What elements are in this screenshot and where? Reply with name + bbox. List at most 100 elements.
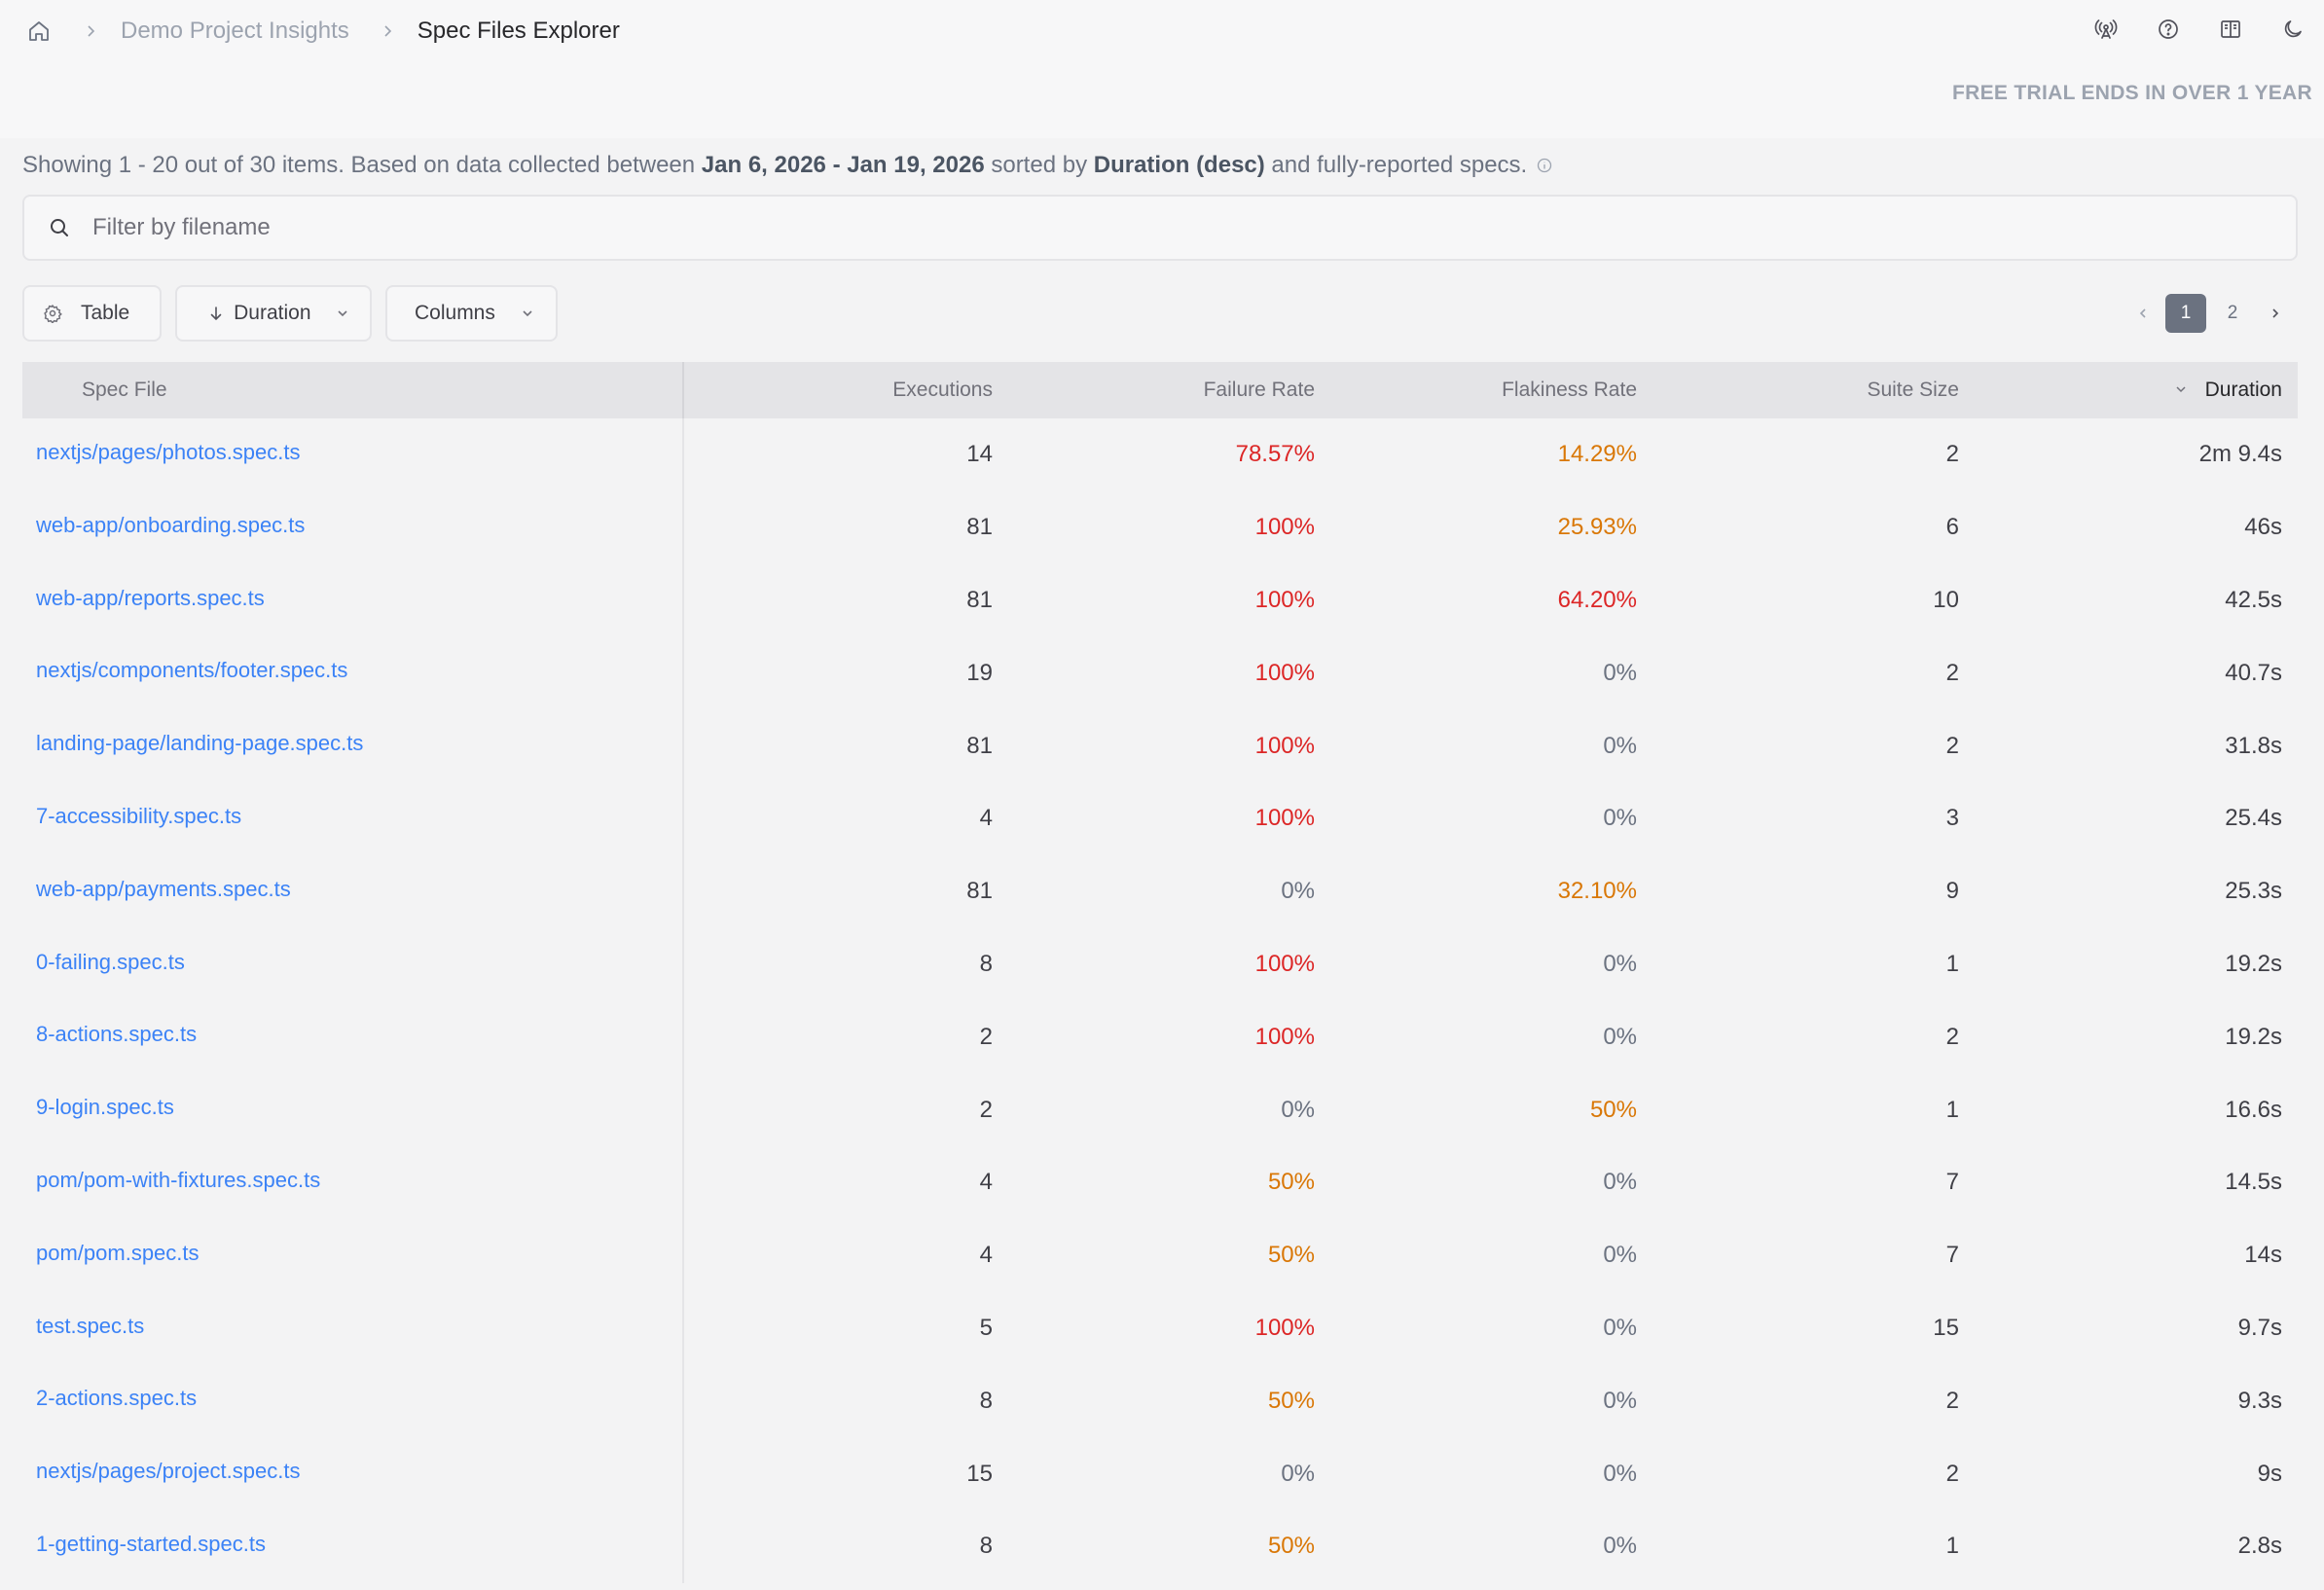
- previous-page-icon[interactable]: [2124, 294, 2162, 333]
- suite-size-cell: 6: [1945, 514, 1959, 541]
- search-input[interactable]: [92, 214, 2233, 241]
- free-trial-banner: FREE TRIAL ENDS IN OVER 1 YEAR: [1952, 82, 2312, 104]
- breadcrumb: Demo Project Insights Spec Files Explore…: [23, 18, 620, 45]
- table-row[interactable]: nextjs/pages/photos.spec.ts 14 78.57% 14.29…: [22, 418, 2298, 491]
- table-row[interactable]: pom/pom-with-fixtures.spec.ts 4 50% 0% 7 14.5…: [22, 1145, 2298, 1219]
- failure-rate-cell: 100%: [1254, 732, 1315, 759]
- table-body: nextjs/pages/photos.spec.ts 14 78.57% 14.29…: [22, 418, 2298, 1583]
- duration-cell: 25.3s: [2225, 878, 2282, 905]
- header-flakiness-rate[interactable]: Flakiness Rate: [1502, 379, 1637, 401]
- failure-rate-cell: 50%: [1267, 1242, 1315, 1269]
- suite-size-cell: 2: [1945, 441, 1959, 468]
- failure-rate-cell: 0%: [1281, 1460, 1315, 1487]
- top-actions: [2092, 16, 2306, 43]
- help-circle-icon[interactable]: [2155, 16, 2182, 43]
- spec-file-link[interactable]: 2-actions.spec.ts: [22, 1364, 684, 1438]
- flakiness-rate-cell: 0%: [1603, 659, 1637, 686]
- suite-size-cell: 2: [1945, 732, 1959, 759]
- failure-rate-cell: 100%: [1254, 950, 1315, 977]
- spec-file-link[interactable]: nextjs/pages/photos.spec.ts: [22, 418, 684, 491]
- summary-middle: sorted by: [991, 152, 1088, 178]
- suite-size-cell: 1: [1945, 1096, 1959, 1123]
- spec-file-link[interactable]: web-app/onboarding.spec.ts: [22, 490, 684, 564]
- spec-file-link[interactable]: nextjs/components/footer.spec.ts: [22, 636, 684, 710]
- header-spec-file[interactable]: Spec File: [22, 362, 684, 418]
- table-row[interactable]: web-app/onboarding.spec.ts 81 100% 25.93% 6 4…: [22, 490, 2298, 564]
- spec-file-link[interactable]: web-app/payments.spec.ts: [22, 854, 684, 928]
- duration-cell: 14s: [2244, 1242, 2282, 1269]
- spec-file-link[interactable]: pom/pom-with-fixtures.spec.ts: [22, 1145, 684, 1219]
- sort-desc-icon: [2174, 382, 2190, 398]
- suite-size-cell: 7: [1945, 1242, 1959, 1269]
- spec-file-link[interactable]: 1-getting-started.spec.ts: [22, 1509, 684, 1583]
- failure-rate-cell: 78.57%: [1235, 441, 1315, 468]
- spec-file-link[interactable]: 8-actions.spec.ts: [22, 1000, 684, 1074]
- table-row[interactable]: 1-getting-started.spec.ts 8 50% 0% 1 2.8s: [22, 1509, 2298, 1583]
- header-suite-size[interactable]: Suite Size: [1867, 379, 1959, 401]
- duration-cell: 46s: [2244, 514, 2282, 541]
- moon-icon[interactable]: [2279, 16, 2306, 43]
- info-icon[interactable]: [1537, 158, 1552, 173]
- table-header: Spec File Executions Failure Rate Flakin…: [22, 362, 2298, 418]
- spec-file-link[interactable]: landing-page/landing-page.spec.ts: [22, 709, 684, 782]
- spec-file-link[interactable]: 0-failing.spec.ts: [22, 927, 684, 1001]
- table-row[interactable]: 0-failing.spec.ts 8 100% 0% 1 19.2s: [22, 927, 2298, 1001]
- flakiness-rate-cell: 0%: [1603, 1242, 1637, 1269]
- failure-rate-cell: 50%: [1267, 1169, 1315, 1196]
- chevron-right-icon: [80, 20, 101, 42]
- executions-cell: 81: [966, 878, 993, 905]
- table-row[interactable]: pom/pom.spec.ts 4 50% 0% 7 14s: [22, 1218, 2298, 1292]
- columns-dropdown[interactable]: Columns: [385, 285, 558, 342]
- suite-size-cell: 15: [1933, 1314, 1959, 1341]
- suite-size-cell: 2: [1945, 1460, 1959, 1487]
- pagination: 1 2: [2124, 294, 2295, 333]
- table-row[interactable]: nextjs/components/footer.spec.ts 19 100% 0%…: [22, 636, 2298, 710]
- book-icon[interactable]: [2217, 16, 2244, 43]
- executions-cell: 2: [979, 1096, 993, 1123]
- duration-cell: 9.3s: [2237, 1387, 2282, 1414]
- page-1-button[interactable]: 1: [2165, 294, 2206, 333]
- columns-label: Columns: [415, 302, 495, 324]
- spec-file-link[interactable]: pom/pom.spec.ts: [22, 1218, 684, 1292]
- breadcrumb-project[interactable]: Demo Project Insights: [121, 18, 349, 44]
- executions-cell: 81: [966, 514, 993, 541]
- sort-dropdown[interactable]: Duration: [175, 285, 372, 342]
- table-row[interactable]: 2-actions.spec.ts 8 50% 0% 2 9.3s: [22, 1364, 2298, 1438]
- broadcast-icon[interactable]: [2092, 16, 2120, 43]
- header-duration[interactable]: Duration: [1973, 379, 2296, 402]
- table-row[interactable]: nextjs/pages/project.spec.ts 15 0% 0% 2 9s: [22, 1437, 2298, 1510]
- suite-size-cell: 1: [1945, 1533, 1959, 1560]
- flakiness-rate-cell: 25.93%: [1557, 514, 1637, 541]
- view-mode-button[interactable]: Table: [22, 285, 162, 342]
- table-row[interactable]: 7-accessibility.spec.ts 4 100% 0% 3 25.4s: [22, 781, 2298, 855]
- duration-cell: 9s: [2257, 1460, 2282, 1487]
- table-row[interactable]: web-app/reports.spec.ts 81 100% 64.20% 10 42.…: [22, 563, 2298, 637]
- page-2-button[interactable]: 2: [2227, 303, 2238, 323]
- failure-rate-cell: 50%: [1267, 1533, 1315, 1560]
- header-executions[interactable]: Executions: [892, 379, 993, 401]
- spec-file-link[interactable]: test.spec.ts: [22, 1291, 684, 1365]
- next-page-icon[interactable]: [2256, 294, 2295, 333]
- flakiness-rate-cell: 0%: [1603, 1387, 1637, 1414]
- table-row[interactable]: 9-login.spec.ts 2 0% 50% 1 16.6s: [22, 1073, 2298, 1146]
- table-row[interactable]: landing-page/landing-page.spec.ts 81 100% 0…: [22, 709, 2298, 782]
- breadcrumb-current-page: Spec Files Explorer: [417, 18, 620, 44]
- table-row[interactable]: web-app/payments.spec.ts 81 0% 32.10% 9 25.3s: [22, 854, 2298, 928]
- table-row[interactable]: 8-actions.spec.ts 2 100% 0% 2 19.2s: [22, 1000, 2298, 1074]
- duration-cell: 9.7s: [2237, 1314, 2282, 1341]
- duration-cell: 40.7s: [2225, 659, 2282, 686]
- view-mode-label: Table: [81, 302, 130, 324]
- filename-filter[interactable]: [22, 195, 2298, 261]
- flakiness-rate-cell: 0%: [1603, 1314, 1637, 1341]
- header-failure-rate[interactable]: Failure Rate: [1203, 379, 1315, 401]
- spec-file-link[interactable]: web-app/reports.spec.ts: [22, 563, 684, 637]
- spec-file-link[interactable]: 7-accessibility.spec.ts: [22, 781, 684, 855]
- spec-file-link[interactable]: nextjs/pages/project.spec.ts: [22, 1437, 684, 1510]
- duration-cell: 42.5s: [2225, 586, 2282, 613]
- table-row[interactable]: test.spec.ts 5 100% 0% 15 9.7s: [22, 1291, 2298, 1365]
- suite-size-cell: 2: [1945, 659, 1959, 686]
- spec-file-link[interactable]: 9-login.spec.ts: [22, 1073, 684, 1146]
- failure-rate-cell: 50%: [1267, 1387, 1315, 1414]
- home-icon[interactable]: [25, 18, 53, 45]
- header-duration-label: Duration: [2204, 379, 2282, 401]
